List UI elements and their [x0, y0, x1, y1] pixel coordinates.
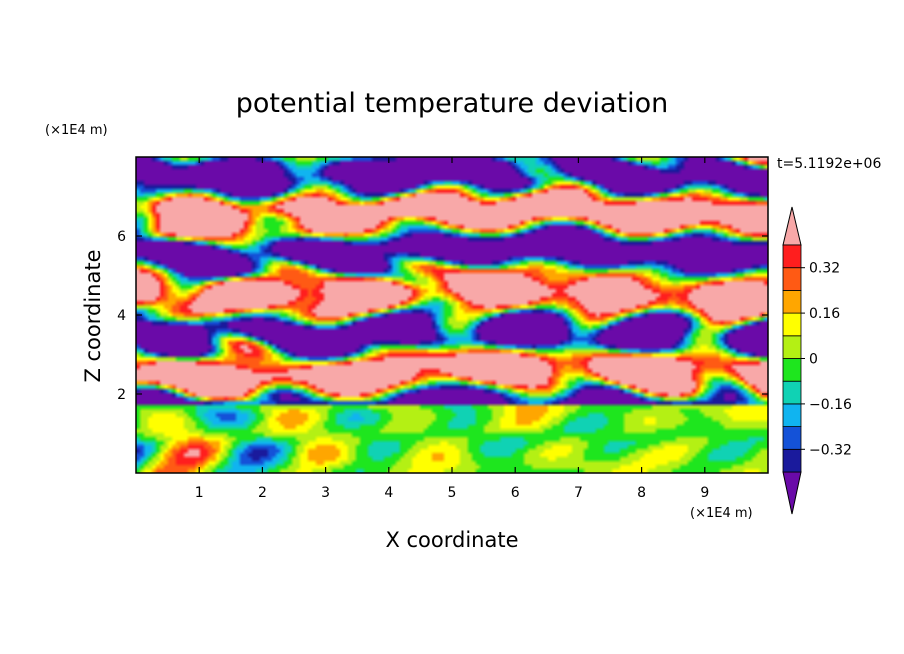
- time-label: t=5.1192e+06: [777, 156, 881, 172]
- colorbar-swatch: [782, 426, 802, 450]
- colorbar-swatch: [782, 312, 802, 337]
- x-tick-label: 6: [511, 485, 520, 501]
- x-axis-label: X coordinate: [385, 528, 518, 552]
- x-axis-ticks: 1 2 3 4 5 6 7 8 9: [195, 157, 709, 501]
- x-tick-label: 3: [321, 485, 330, 501]
- y-tick-label: 2: [117, 387, 126, 403]
- colorbar-swatch: [782, 335, 802, 359]
- colorbar-swatch: [782, 289, 802, 314]
- y-axis-label: Z coordinate: [81, 249, 105, 382]
- colorbar-label: 0: [809, 352, 818, 368]
- contour-field-raster: [136, 157, 768, 473]
- colorbar-bottom-triangle: [782, 471, 802, 515]
- x-tick-label: 9: [700, 485, 709, 501]
- x-tick-label: 5: [448, 485, 457, 501]
- colorbar-swatch: [782, 358, 802, 382]
- x-tick-label: 2: [258, 485, 267, 501]
- x-tick-label: 4: [384, 485, 393, 501]
- colorbar-swatch: [782, 244, 802, 269]
- colorbar-label: −0.16: [809, 397, 852, 413]
- colorbar-swatch: [782, 448, 802, 473]
- colorbar-swatch: [782, 380, 802, 405]
- y-tick-label: 6: [117, 229, 126, 245]
- colorbar-label: −0.32: [809, 442, 852, 458]
- x-tick-label: 7: [574, 485, 583, 501]
- y-tick-label: 4: [117, 308, 126, 324]
- colorbar-top-triangle: [782, 206, 802, 246]
- chart-title: potential temperature deviation: [236, 88, 668, 119]
- x-tick-label: 8: [637, 485, 646, 501]
- contour-field: [136, 157, 768, 473]
- x-tick-label: 1: [195, 485, 204, 501]
- colorbar-label: 0.16: [809, 306, 840, 322]
- y-axis-unit: (×1E4 m): [45, 123, 108, 138]
- colorbar-label: 0.32: [809, 261, 840, 277]
- y-axis-ticks: 2 4 6: [117, 229, 768, 403]
- x-axis-unit: (×1E4 m): [690, 506, 753, 521]
- colorbar: 0.32 0.16 0 −0.16 −0.32: [782, 206, 852, 515]
- colorbar-swatch: [782, 267, 802, 291]
- colorbar-swatch: [782, 403, 802, 427]
- plot-area: [136, 157, 768, 473]
